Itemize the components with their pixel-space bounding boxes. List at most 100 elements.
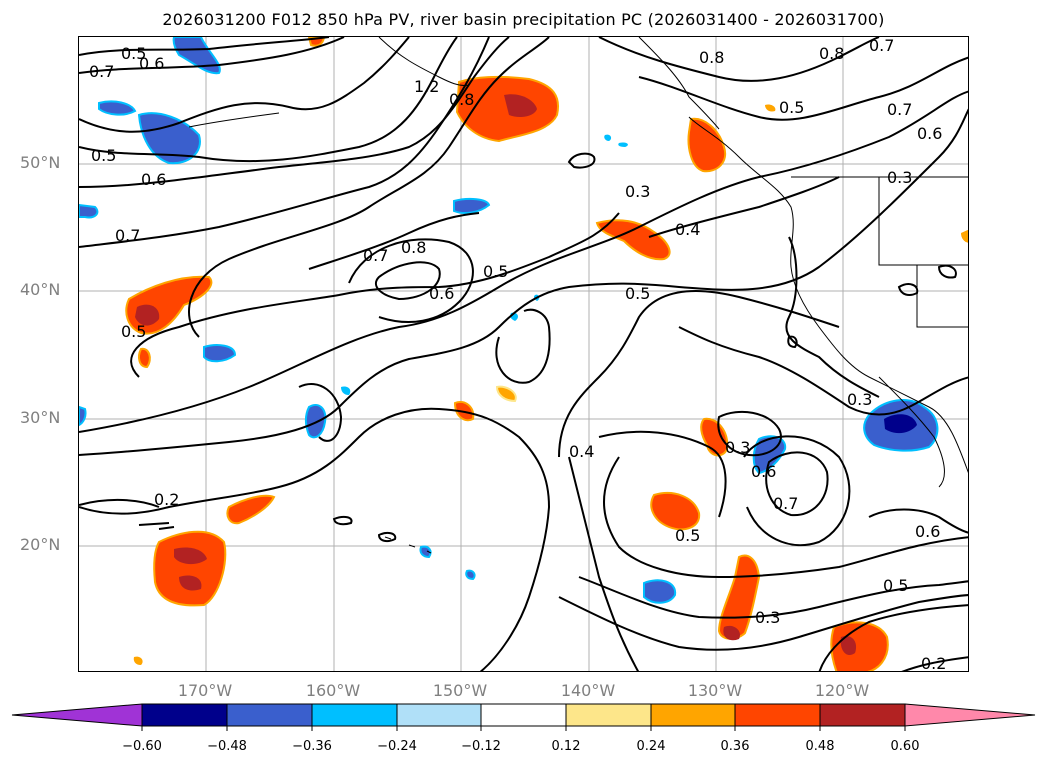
contour-label: 0.6: [429, 284, 454, 303]
contour-label: 0.5: [625, 284, 650, 303]
pv-contour: [308, 212, 480, 270]
precip-core-hawaii-west-1: [174, 547, 207, 565]
contour-label: 0.8: [449, 90, 474, 109]
pv-contour: [678, 326, 968, 416]
colorbar-segment: [650, 703, 736, 727]
contour-label: 0.5: [91, 146, 116, 165]
lon-label-170w: 170°W: [177, 681, 233, 700]
pv-contour-closed: [937, 264, 957, 279]
colorbar-segment: [396, 703, 482, 727]
contour-label: 0.6: [139, 54, 164, 73]
precip-blob-small-1: [138, 347, 151, 369]
precip-blob-15n: [717, 554, 761, 640]
contour-label: 0.8: [699, 48, 724, 67]
pv-contour: [638, 56, 968, 121]
hawaii-islands: [384, 536, 432, 554]
colorbar-tick-label: 0.24: [636, 739, 666, 754]
precip-blob-small-4: [133, 656, 143, 665]
contour-label: 0.5: [883, 576, 908, 595]
colorbar-tick-label: −0.12: [461, 739, 501, 754]
pv-contour: [901, 656, 968, 671]
precip-negative-areas: [79, 37, 939, 604]
lon-label-160w: 160°W: [305, 681, 361, 700]
baja-coast: [878, 376, 945, 488]
pv-contour-closed: [897, 283, 919, 296]
colorbar-tick-label: −0.60: [122, 739, 162, 754]
contour-label: 0.3: [755, 608, 780, 627]
colorbar-tick-label: −0.48: [207, 739, 247, 754]
pv-contour: [79, 37, 510, 188]
pv-contours: [79, 37, 968, 671]
colorbar-segments: [11, 703, 1036, 727]
pv-contour: [818, 604, 968, 671]
contour-label: 0.7: [773, 494, 798, 513]
precip-neg-blob-central: [453, 197, 491, 214]
map-canvas: 0.5 0.6 0.7 1.2 0.8 0.8 0.8 0.7 0.5 0.7 …: [79, 37, 968, 671]
colorbar-tick-label: 0.12: [551, 739, 581, 754]
pv-contour-fragment: [332, 515, 353, 526]
precip-neg-blob-small-4: [604, 134, 612, 141]
pv-contour: [868, 508, 968, 534]
precip-blob-small-3: [495, 385, 517, 403]
lon-label-150w: 150°W: [432, 681, 488, 700]
colorbar-segment: [226, 703, 313, 727]
colorbar-tick-label: 0.48: [805, 739, 835, 754]
contour-label: 0.3: [847, 390, 872, 409]
contour-label: 0.3: [887, 168, 912, 187]
pv-contour-closed: [567, 152, 596, 169]
pv-contour-fragment: [138, 522, 175, 530]
colorbar-segment: [480, 703, 567, 727]
colorbar-tick-label: −0.36: [292, 739, 332, 754]
pv-contour: [79, 37, 345, 74]
pv-contour: [743, 435, 851, 547]
precip-neg-blob-small-3: [465, 569, 476, 581]
pv-contour: [79, 407, 551, 671]
alaska-panhandle-coast: [638, 37, 720, 130]
precip-neg-blob-edge-1: [79, 203, 99, 219]
pv-contour-closed: [765, 451, 829, 517]
contour-label: 0.5: [121, 44, 146, 63]
pv-contour: [558, 290, 840, 458]
pv-contour: [79, 37, 490, 248]
precip-neg-blob-nw: [137, 112, 201, 165]
contour-label: 0.6: [141, 170, 166, 189]
lat-label-20n: 20°N: [20, 535, 61, 554]
precip-neg-blob-nw-2: [98, 100, 137, 116]
contour-label: 0.5: [121, 322, 146, 341]
colorbar-segment-max-extend: [904, 703, 1036, 727]
contour-label: 0.5: [483, 262, 508, 281]
alaska-south-coast: [378, 37, 470, 86]
precip-neg-blob-small-2: [419, 545, 432, 559]
lat-label-50n: 50°N: [20, 153, 61, 172]
colorbar-segment: [734, 703, 821, 727]
pv-contour: [79, 37, 330, 56]
pv-contour-closed: [787, 335, 798, 349]
precip-blob-hawaii-nw: [226, 494, 276, 525]
precip-blob-central: [595, 219, 671, 261]
contour-label: 0.3: [725, 438, 750, 457]
contour-label-group: 0.5 0.6 0.7 1.2 0.8 0.8 0.8 0.7 0.5 0.7 …: [89, 37, 946, 671]
pv-contour: [188, 37, 550, 338]
contour-label: 0.8: [401, 238, 426, 257]
pv-contour: [598, 430, 727, 518]
contour-label: 0.7: [89, 62, 114, 81]
colorbar-segment: [565, 703, 652, 727]
contour-label: 0.7: [887, 100, 912, 119]
pv-contour: [79, 37, 410, 133]
north-america-coast: [688, 116, 968, 473]
chart-title: 2026031200 F012 850 hPa PV, river basin …: [162, 10, 885, 29]
precip-blob-22n: [650, 492, 701, 531]
precip-neg-blob-35n: [203, 344, 237, 363]
precip-neg-blob-small-1: [341, 386, 351, 395]
colorbar-segment: [141, 703, 228, 727]
precip-core-gulf-north: [504, 94, 537, 117]
contour-label: 0.3: [625, 182, 650, 201]
contour-label: 0.6: [751, 462, 776, 481]
state-borders: [791, 176, 968, 328]
precip-positive-areas: [125, 37, 968, 671]
precip-blob-gulf-north: [455, 75, 559, 143]
pv-contour: [130, 212, 620, 378]
map-panel[interactable]: 0.5 0.6 0.7 1.2 0.8 0.8 0.8 0.7 0.5 0.7 …: [78, 36, 969, 672]
contour-label: 0.4: [569, 442, 594, 461]
precip-blob-hawaii-west: [153, 530, 227, 607]
